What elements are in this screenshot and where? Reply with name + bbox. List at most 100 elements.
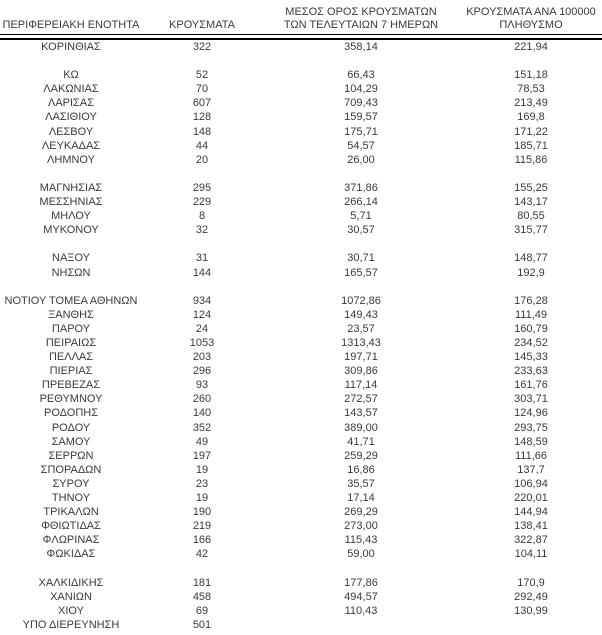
cases-cell: 260 xyxy=(192,393,212,406)
avg7-cell: 259,29 xyxy=(344,449,378,462)
table-row: ΜΥΚΟΝΟΥ 32 30,57 315,77 xyxy=(0,223,602,237)
cases-cell: 322 xyxy=(192,41,212,53)
cases-cell: 52 xyxy=(195,69,209,82)
table-body: ΚΟΡΙΝΘΙΑΣ 322 358,14 221,94 ΚΩ 52 66,43 151,18 Λ… xyxy=(0,39,602,632)
table-row: ΠΑΡΟΥ 24 23,57 160,79 xyxy=(0,322,602,336)
cases-cell: 20 xyxy=(195,153,209,166)
cases-cell: 295 xyxy=(192,181,212,194)
col-header-7day-average-line2: ΤΩΝ ΤΕΛΕΥΤΑΙΩΝ 7 ΗΜΕΡΩΝ xyxy=(283,19,439,31)
region-cell: ΜΕΣΣΗΝΙΑΣ xyxy=(39,196,103,209)
cases-cell: 49 xyxy=(195,435,209,448)
region-cell: ΡΕΘΥΜΝΟΥ xyxy=(39,393,103,406)
avg7-cell: 175,71 xyxy=(344,125,378,138)
per100k-cell: 148,59 xyxy=(514,435,548,448)
avg7-cell: 16,86 xyxy=(347,463,375,476)
table-row: ΡΕΘΥΜΝΟΥ 260 272,57 303,71 xyxy=(0,392,602,406)
cases-cell: 70 xyxy=(195,83,209,96)
table-row: ΚΩ 52 66,43 151,18 xyxy=(0,68,602,82)
avg7-cell: 30,71 xyxy=(347,252,375,265)
table-row: ΛΑΣΙΘΙΟΥ 128 159,57 169,8 xyxy=(0,110,602,124)
table-row: ΦΩΚΙΔΑΣ 42 59,00 104,11 xyxy=(0,547,602,561)
spacer-cell xyxy=(0,280,602,294)
avg7-cell: 709,43 xyxy=(344,97,378,110)
table-row: ΚΟΡΙΝΘΙΑΣ 322 358,14 221,94 xyxy=(0,39,602,54)
cases-cell: 296 xyxy=(192,365,212,378)
cases-cell: 42 xyxy=(195,548,209,561)
col-header-cases-per-100000: ΚΡΟΥΣΜΑΤΑ ΑΝΑ 100000 ΠΛΗΘΥΣΜΟ xyxy=(460,6,602,35)
region-cell: ΠΑΡΟΥ xyxy=(51,322,91,335)
region-cell: ΛΗΜΝΟΥ xyxy=(47,153,95,166)
region-cell: ΧΙΟΥ xyxy=(58,604,84,617)
per100k-cell: 145,33 xyxy=(514,351,548,364)
spacer-row xyxy=(0,167,602,181)
avg7-cell: 143,57 xyxy=(344,407,378,420)
region-cell: ΝΑΞΟΥ xyxy=(52,252,90,265)
region-cell: ΚΩ xyxy=(63,69,79,82)
table-row: ΝΑΞΟΥ 31 30,71 148,77 xyxy=(0,251,602,265)
cases-cell: 148 xyxy=(192,125,212,138)
region-cell: ΤΡΙΚΑΛΩΝ xyxy=(43,506,99,519)
per100k-cell: 106,94 xyxy=(514,477,548,490)
table-row: ΦΛΩΡΙΝΑΣ 166 115,43 322,87 xyxy=(0,533,602,547)
table-row: ΤΗΝΟΥ 19 17,14 220,01 xyxy=(0,491,602,505)
cases-cell: 8 xyxy=(198,210,206,223)
avg7-cell: 197,71 xyxy=(344,351,378,364)
region-cell: ΛΕΣΒΟΥ xyxy=(48,125,94,138)
per100k-cell: 185,71 xyxy=(514,139,548,152)
table-row: ΡΟΔΟΥ 352 389,00 293,75 xyxy=(0,421,602,435)
per100k-cell: 78,53 xyxy=(517,83,545,96)
avg7-cell: 23,57 xyxy=(347,322,375,335)
table-row: ΡΟΔΟΠΗΣ 140 143,57 124,96 xyxy=(0,406,602,420)
avg7-cell: 159,57 xyxy=(344,111,378,124)
per100k-cell: 104,11 xyxy=(514,548,548,561)
region-cell: ΦΘΙΩΤΙΔΑΣ xyxy=(41,520,101,533)
table-row: ΛΗΜΝΟΥ 20 26,00 115,86 xyxy=(0,153,602,167)
per100k-cell: 151,18 xyxy=(514,69,548,82)
spacer-cell xyxy=(0,54,602,68)
per100k-cell: 293,75 xyxy=(514,421,548,434)
cases-cell: 124 xyxy=(192,308,212,321)
table-row: ΝΟΤΙΟΥ ΤΟΜΕΑ ΑΘΗΝΩΝ 934 1072,86 176,28 xyxy=(0,294,602,308)
table-row: ΠΙΕΡΙΑΣ 296 309,86 233,63 xyxy=(0,364,602,378)
avg7-cell: 177,86 xyxy=(344,576,378,589)
cases-cell: 607 xyxy=(192,97,212,110)
cases-cell: 44 xyxy=(195,139,209,152)
cases-cell: 24 xyxy=(195,322,209,335)
per100k-cell: 176,28 xyxy=(514,294,548,307)
avg7-cell: 309,86 xyxy=(344,365,378,378)
per100k-cell xyxy=(460,618,602,632)
spacer-row xyxy=(0,237,602,251)
cases-cell: 19 xyxy=(195,463,209,476)
avg7-cell: 371,86 xyxy=(344,181,378,194)
avg7-cell: 1313,43 xyxy=(341,336,381,349)
region-cell: ΛΑΚΩΝΙΑΣ xyxy=(43,83,99,96)
avg7-cell: 273,00 xyxy=(344,520,378,533)
table-row: ΥΠΟ ΔΙΕΡΕΥΝΗΣΗ 501 xyxy=(0,618,602,632)
header-row: ΠΕΡΙΦΕΡΕΙΑΚΗ ΕΝΟΤΗΤΑ ΚΡΟΥΣΜΑΤΑ ΜΕΣΟΣ ΟΡΟ… xyxy=(0,6,602,35)
col-header-cases-per-100000-line2: ΠΛΗΘΥΣΜΟ xyxy=(499,19,563,31)
avg7-cell: 269,29 xyxy=(344,506,378,519)
cases-cell: 501 xyxy=(192,618,212,631)
region-cell: ΡΟΔΟΥ xyxy=(51,421,91,434)
avg7-cell: 165,57 xyxy=(344,266,378,279)
per100k-cell: 303,71 xyxy=(514,393,548,406)
region-cell: ΠΕΙΡΑΙΩΣ xyxy=(45,336,97,349)
per100k-cell: 160,79 xyxy=(514,322,548,335)
table-row: ΞΑΝΘΗΣ 124 149,43 111,49 xyxy=(0,308,602,322)
per100k-cell: 192,9 xyxy=(517,266,545,279)
avg7-cell: 26,00 xyxy=(347,153,375,166)
avg7-cell: 66,43 xyxy=(347,69,375,82)
table-row: ΣΥΡΟΥ 23 35,57 106,94 xyxy=(0,477,602,491)
table-row: ΧΙΟΥ 69 110,43 130,99 xyxy=(0,604,602,618)
cases-cell: 23 xyxy=(195,477,209,490)
cases-cell: 229 xyxy=(192,196,212,209)
cases-cell: 219 xyxy=(192,520,212,533)
table-row: ΣΕΡΡΩΝ 197 259,29 111,66 xyxy=(0,449,602,463)
per100k-cell: 80,55 xyxy=(517,210,545,223)
avg7-cell: 389,00 xyxy=(344,421,378,434)
spacer-row xyxy=(0,280,602,294)
avg7-cell: 30,57 xyxy=(347,224,375,237)
header-thick-rule xyxy=(0,34,602,40)
region-cell: ΥΠΟ ΔΙΕΡΕΥΝΗΣΗ xyxy=(22,618,120,631)
col-header-regional-unit: ΠΕΡΙΦΕΡΕΙΑΚΗ ΕΝΟΤΗΤΑ xyxy=(0,6,142,35)
